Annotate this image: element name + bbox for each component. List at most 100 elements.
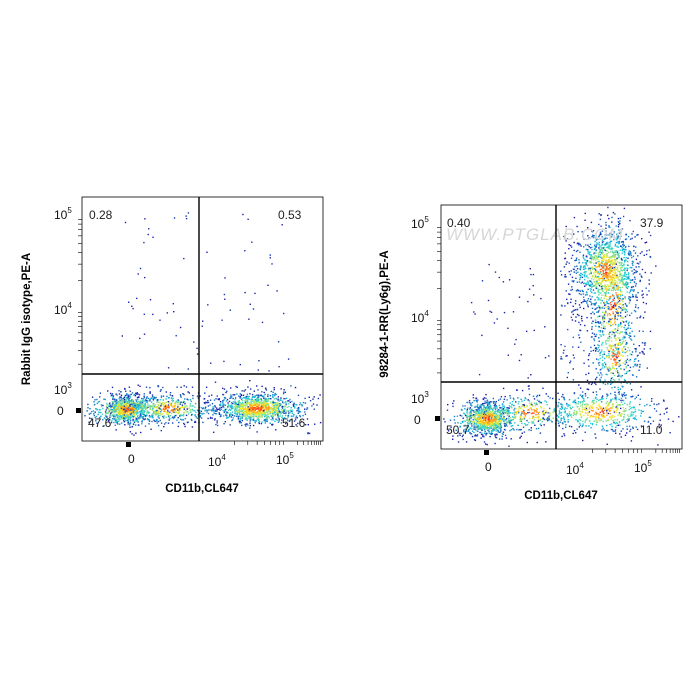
event-dot-1272	[139, 415, 142, 418]
event-dot-3789	[490, 417, 492, 420]
event-dot-4913	[620, 311, 622, 313]
event-dot-2355	[281, 415, 284, 417]
event-dot-2454	[249, 424, 251, 427]
event-dot-850	[88, 421, 90, 423]
event-dot-3292	[497, 422, 499, 425]
event-dot-3726	[485, 393, 487, 396]
event-dot-798	[105, 405, 108, 407]
event-dot-2599	[483, 424, 485, 426]
event-dot-2315	[268, 407, 270, 410]
event-dot-1909	[297, 422, 299, 425]
event-dot-2201	[222, 393, 224, 396]
event-dot-1513	[219, 401, 222, 403]
event-dot-1029	[169, 394, 171, 396]
event-dot-2557	[173, 311, 175, 313]
event-dot-4862	[605, 339, 607, 342]
event-dot-3172	[471, 401, 474, 404]
event-dot-3282	[496, 407, 499, 409]
event-dot-2059	[299, 414, 301, 417]
event-dot-1120	[206, 409, 209, 412]
event-dot-4697	[634, 285, 637, 287]
event-dot-4755	[599, 245, 601, 247]
event-dot-3332	[476, 422, 478, 424]
event-dot-4735	[614, 281, 617, 284]
event-dot-2412	[123, 417, 125, 419]
event-dot-2125	[283, 391, 285, 393]
event-dot-4379	[627, 273, 630, 275]
event-dot-4609	[601, 280, 604, 282]
event-dot-3799	[542, 413, 545, 415]
event-dot-1413	[238, 413, 241, 416]
event-dot-728	[129, 396, 131, 399]
event-dot-3245	[472, 423, 475, 426]
event-dot-4819	[606, 313, 609, 315]
event-dot-2536	[196, 353, 199, 355]
event-dot-2229	[281, 410, 284, 412]
event-dot-2952	[507, 410, 509, 412]
event-dot-1823	[255, 408, 257, 411]
event-dot-4022	[610, 240, 612, 243]
event-dot-4584	[600, 288, 602, 291]
event-dot-1627	[249, 403, 252, 405]
event-dot-2859	[484, 420, 487, 423]
event-dot-1070	[189, 403, 192, 405]
event-dot-2691	[473, 422, 476, 424]
event-dot-3679	[557, 415, 559, 418]
event-dot-2220	[223, 410, 226, 412]
event-dot-2374	[177, 406, 179, 408]
event-dot-4550	[603, 264, 606, 266]
event-dot-2090	[284, 405, 286, 408]
event-dot-1310	[128, 407, 130, 409]
event-dot-1119	[155, 406, 157, 408]
event-dot-2539	[223, 360, 225, 363]
event-dot-1985	[219, 403, 222, 405]
event-dot-4764	[624, 308, 626, 310]
event-dot-1889	[280, 408, 283, 410]
event-dot-3148	[481, 410, 483, 412]
event-dot-1549	[246, 400, 249, 402]
event-dot-2334	[275, 393, 277, 396]
event-dot-1578	[252, 419, 254, 421]
event-dot-3128	[477, 425, 479, 427]
event-dot-2686	[507, 407, 509, 409]
event-dot-3417	[468, 430, 470, 432]
event-dot-3586	[453, 400, 455, 402]
event-dot-323	[114, 400, 116, 402]
event-dot-3871	[614, 250, 616, 252]
event-dot-4245	[590, 285, 592, 287]
event-dot-3915	[573, 241, 575, 244]
event-dot-2830	[499, 428, 502, 430]
event-dot-4349	[588, 237, 590, 239]
event-dot-2270	[273, 398, 276, 400]
event-dot-892	[124, 388, 126, 390]
event-dot-2545	[269, 257, 271, 259]
event-dot-2170	[246, 413, 248, 416]
event-dot-668	[119, 413, 122, 415]
event-dot-2549	[173, 217, 176, 219]
event-dot-2567	[137, 273, 139, 275]
event-dot-3712	[549, 397, 551, 399]
event-dot-824	[126, 405, 129, 407]
event-dot-3838	[509, 402, 511, 404]
event-dot-4004	[627, 272, 630, 274]
event-dot-4662	[618, 240, 620, 243]
event-dot-998	[132, 416, 135, 418]
event-dot-4714	[615, 274, 617, 276]
event-dot-179	[113, 418, 115, 420]
event-dot-827	[111, 410, 113, 412]
event-dot-2213	[241, 400, 244, 402]
event-dot-4719	[591, 285, 593, 287]
event-dot-4161	[639, 279, 641, 282]
event-dot-2577	[172, 303, 174, 305]
event-dot-3351	[459, 426, 461, 428]
event-dot-104	[134, 403, 136, 405]
event-dot-2077	[294, 417, 297, 419]
event-dot-2758	[504, 425, 506, 427]
event-dot-1153	[145, 414, 148, 416]
event-dot-4936	[611, 216, 613, 219]
event-dot-2061	[251, 406, 254, 408]
event-dot-4669	[608, 261, 610, 263]
event-dot-1958	[251, 399, 254, 402]
event-dot-2038	[260, 414, 262, 416]
event-dot-2559	[223, 293, 226, 296]
